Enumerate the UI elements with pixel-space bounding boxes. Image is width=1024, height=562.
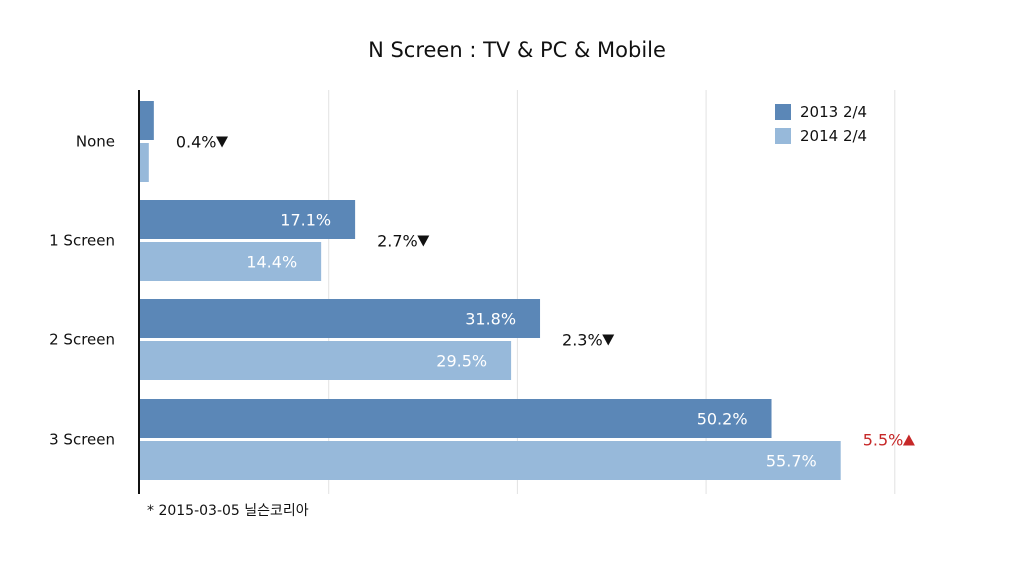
bars [140,101,841,480]
bar [140,341,512,380]
category-label: 1 Screen [49,232,115,250]
change-label: 2.3% [562,331,603,350]
legend-label: 2013 2/4 [800,103,867,121]
legend-swatch [775,104,791,120]
footnote: * 2015-03-05 닐슨코리아 [147,503,309,519]
bar [140,143,149,182]
legend-swatch [775,128,791,144]
legend-label: 2014 2/4 [800,127,867,145]
category-label: None [76,133,115,151]
bar-value-label: 55.7% [766,452,817,471]
triangle-down-icon [216,136,229,148]
change-label: 2.7% [377,232,418,251]
bar [140,399,772,438]
category-label: 3 Screen [49,431,115,449]
bar-value-label: 31.8% [465,310,516,329]
bar-value-label: 14.4% [246,253,297,272]
triangle-down-icon [602,334,615,346]
bar-value-label: 17.1% [280,211,331,230]
bar [140,299,541,338]
bar [140,200,356,239]
bar [140,101,154,140]
triangle-down-icon [417,235,430,247]
bar [140,242,322,281]
legend: 2013 2/4 2014 2/4 [775,103,867,145]
chart-title: N Screen : TV & PC & Mobile [368,38,666,62]
change-label: 5.5% [863,431,904,450]
bar-value-label: 29.5% [436,352,487,371]
bar-value-label: 50.2% [697,410,748,429]
bar [140,441,841,480]
labels: None 0.4% 1 Screen 17.1% 14.4% 2.7% 2 Screen 31… [49,133,915,471]
triangle-up-icon [902,434,915,446]
change-label: 0.4% [176,133,217,152]
category-label: 2 Screen [49,331,115,349]
